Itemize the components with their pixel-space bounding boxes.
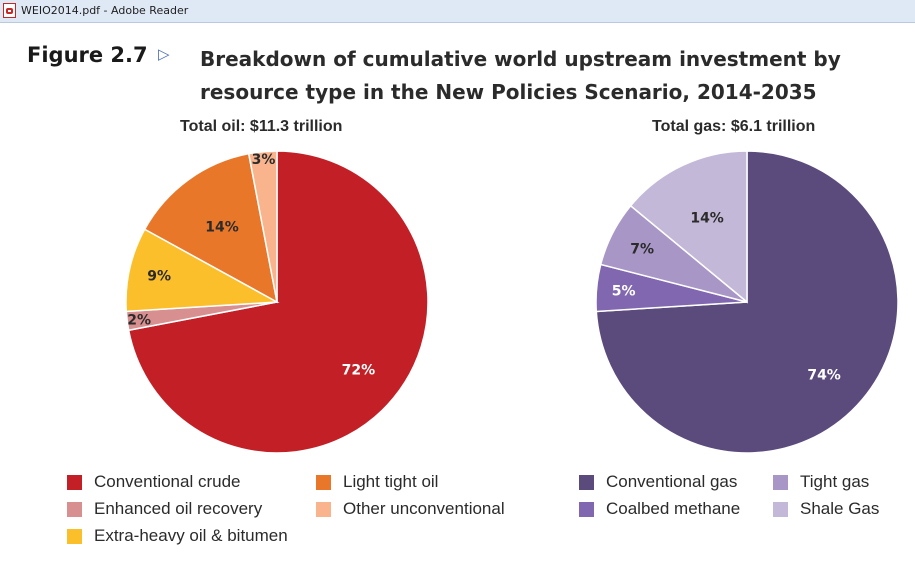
- legend-swatch: [579, 502, 594, 517]
- oil-data-label-extra-heavy-oil-bitumen: 9%: [147, 269, 171, 285]
- legend-label: Conventional crude: [94, 472, 241, 491]
- gas-slice-shale-gas: [629, 150, 748, 304]
- oil-chart-title: Total oil: $11.3 trillion: [180, 118, 343, 135]
- gas-data-label-coalbed-methane: 5%: [612, 283, 636, 299]
- legend-label: Shale Gas: [800, 499, 880, 518]
- legend-swatch: [67, 502, 82, 517]
- legend-swatch: [579, 475, 594, 490]
- oil-data-label-other-unconventional: 3%: [252, 152, 276, 168]
- gas-chart-title: Total gas: $6.1 trillion: [652, 118, 816, 135]
- legend-swatch: [316, 475, 331, 490]
- oil-data-label-light-tight-oil: 14%: [205, 219, 239, 235]
- legend-label: Enhanced oil recovery: [94, 499, 263, 518]
- figure-label: Figure 2.7: [27, 43, 148, 67]
- gas-data-label-conventional-gas: 74%: [807, 367, 841, 383]
- gas-pie-chart: 74% 5% 7% 14%: [595, 150, 899, 454]
- window-titlebar: WEIO2014.pdf - Adobe Reader: [0, 0, 915, 23]
- oil-data-label-conventional-crude: 72%: [342, 362, 376, 378]
- legend-label: Other unconventional: [343, 499, 505, 518]
- legend-swatch: [773, 475, 788, 490]
- triangle-pointer-icon: ▷: [158, 45, 170, 63]
- legend-swatch: [773, 502, 788, 517]
- legend-label: Coalbed methane: [606, 499, 741, 518]
- gas-data-label-shale-gas: 14%: [690, 210, 724, 226]
- legend-label: Light tight oil: [343, 472, 439, 491]
- gas-data-label-tight-gas: 7%: [630, 242, 654, 258]
- oil-slice-light-tight-oil: [143, 152, 279, 304]
- oil-slice-extra-heavy-oil-bitumen: [125, 228, 280, 313]
- oil-slice-other-unconventional: [247, 150, 278, 303]
- pdf-file-icon: [3, 3, 16, 18]
- oil-pie-chart: 72% 2% 9% 14% 3%: [125, 150, 429, 454]
- legend-swatch: [67, 475, 82, 490]
- legend-swatch: [316, 502, 331, 517]
- legend-swatch: [67, 529, 82, 544]
- window-title: WEIO2014.pdf - Adobe Reader: [21, 4, 189, 17]
- figure-title: Breakdown of cumulative world upstream i…: [200, 47, 841, 104]
- legend-label: Conventional gas: [606, 472, 738, 491]
- legend-label: Extra-heavy oil & bitumen: [94, 526, 288, 545]
- oil-data-label-enhanced-oil-recovery: 2%: [127, 312, 151, 328]
- legend-label: Tight gas: [800, 472, 870, 491]
